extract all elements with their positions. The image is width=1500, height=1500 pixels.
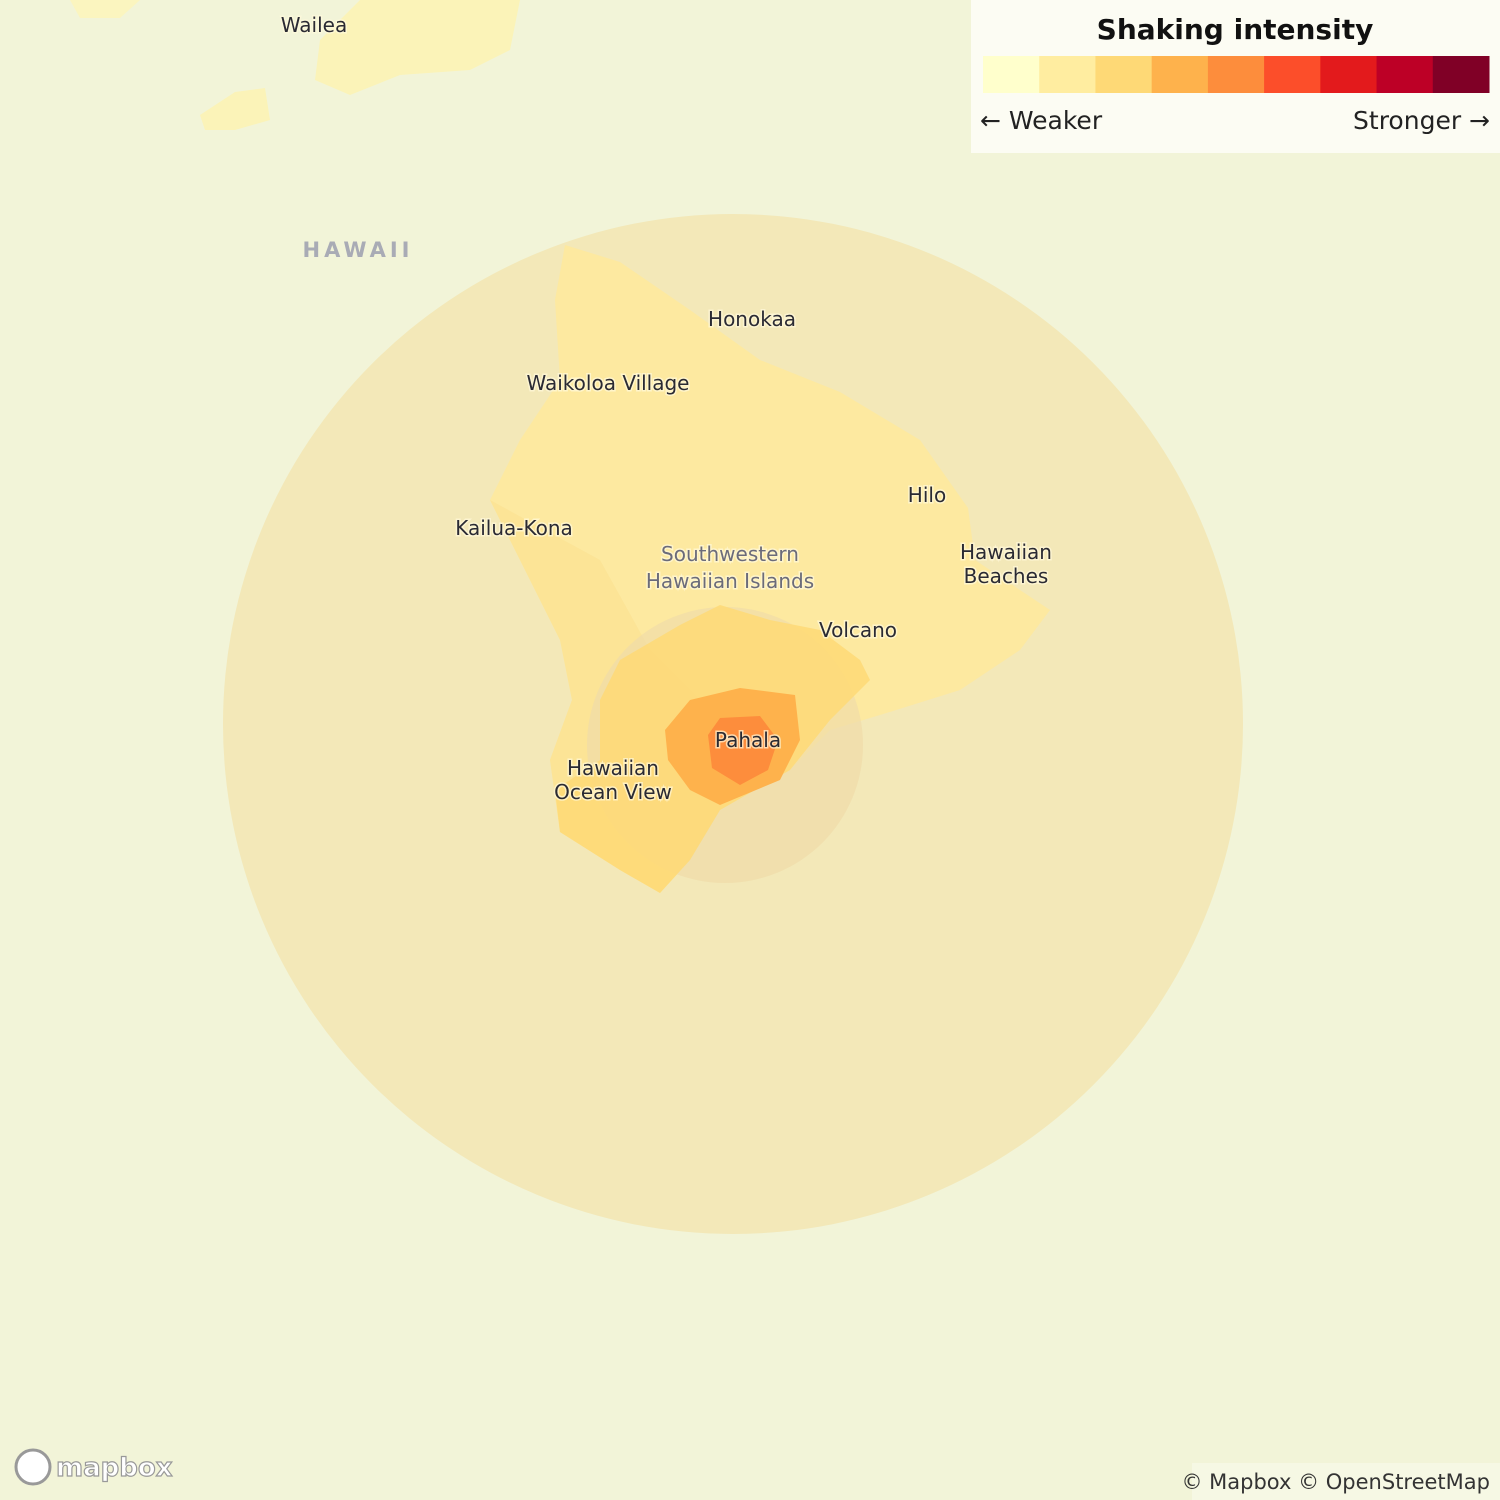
place-label: Hilo	[908, 483, 946, 507]
legend-swatch	[1432, 56, 1490, 93]
legend-swatch	[1320, 56, 1378, 93]
place-label: Ocean View	[554, 780, 672, 804]
place-label: Volcano	[819, 618, 897, 642]
legend-swatch	[1095, 56, 1153, 93]
legend-swatch	[1376, 56, 1434, 93]
island	[315, 0, 520, 95]
legend-swatch	[1039, 56, 1096, 93]
legend-swatch	[983, 56, 1040, 93]
legend-swatch	[1264, 56, 1321, 93]
place-label: Hawaiian Islands	[646, 569, 814, 593]
logo: mapbox	[56, 1453, 173, 1483]
island	[70, 0, 140, 18]
place-label: Hawaiian	[960, 540, 1052, 564]
place-label: Hawaiian	[567, 756, 659, 780]
place-label: Wailea	[281, 13, 347, 37]
legend-swatch	[1207, 56, 1265, 93]
legend-stronger: Stronger →	[1353, 106, 1490, 135]
place-label: Honokaa	[708, 307, 796, 331]
attribution-box	[1192, 1463, 1500, 1500]
legend-weaker: ← Weaker	[980, 106, 1103, 135]
legend: Shaking intensity ← Weaker Stronger →	[971, 0, 1500, 153]
island	[200, 88, 270, 130]
region-label: HAWAII	[303, 238, 414, 262]
logo-icon	[14, 1448, 52, 1486]
legend-title: Shaking intensity	[1097, 13, 1374, 46]
place-label: Southwestern	[661, 542, 799, 566]
intensity-zone	[708, 716, 778, 785]
place-label: Beaches	[964, 564, 1049, 588]
attribution[interactable]: © Mapbox © OpenStreetMap	[1181, 1470, 1490, 1494]
place-label: Waikoloa Village	[527, 371, 690, 395]
place-label: Kailua-Kona	[455, 516, 573, 540]
place-label: Pahala	[715, 728, 781, 752]
legend-swatch	[1151, 56, 1209, 93]
